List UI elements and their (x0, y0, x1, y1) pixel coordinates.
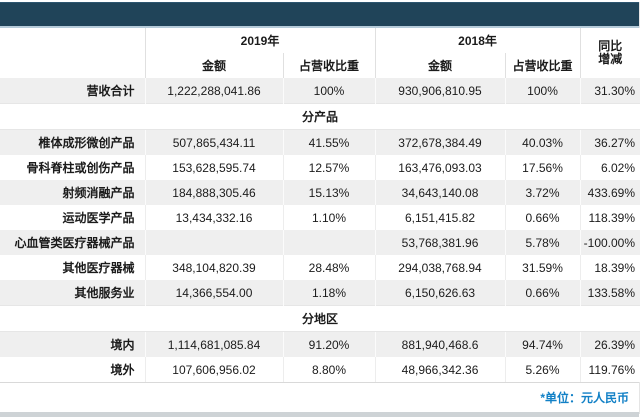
share-2018: 31.59% (504, 255, 581, 280)
row-label: 骨科脊柱或创伤产品 (0, 155, 145, 180)
header-year-2018: 2018年 (375, 28, 581, 53)
table-footer: *单位：元人民币 (0, 382, 639, 412)
section-row-by-product: 分产品 (0, 103, 640, 130)
row-label: 运动医学产品 (0, 205, 145, 230)
amount-2019: 1,222,288,041.86 (144, 78, 283, 104)
row-label: 境外 (0, 357, 145, 382)
share-2019: 41.55% (282, 129, 376, 155)
share-2018: 3.72% (504, 180, 581, 205)
header-share-2018: 占营收比重 (504, 53, 581, 78)
yoy-change: 433.69% (579, 180, 640, 205)
header-yoy-change: 同比 增减 (579, 28, 640, 78)
share-2018: 100% (504, 78, 581, 104)
row-label: 境内 (0, 331, 145, 357)
amount-2018: 881,940,468.6 (374, 331, 506, 357)
amount-2018: 34,643,140.08 (374, 180, 506, 205)
share-2019: 1.18% (282, 280, 376, 306)
share-2019 (282, 230, 376, 255)
share-2019: 1.10% (282, 205, 376, 230)
share-2018: 0.66% (504, 205, 581, 230)
yoy-change: 6.02% (579, 155, 640, 180)
yoy-change: 26.39% (579, 331, 640, 357)
row-label: 椎体成形微创产品 (0, 129, 145, 155)
table-row-cardiovascular: 心血管类医疗器械产品 53,768,381.96 5.78% -100.00% (0, 230, 640, 255)
amount-2019: 13,434,332.16 (144, 205, 283, 230)
yoy-change: 18.39% (579, 255, 640, 280)
table-row-revenue-total: 营收合计 1,222,288,041.86 100% 930,906,810.9… (0, 78, 640, 104)
amount-2018: 48,966,342.36 (374, 357, 506, 382)
header-row-measures: 金额 占营收比重 金额 占营收比重 (0, 53, 640, 78)
share-2019: 8.80% (282, 357, 376, 382)
header-yoy-line2: 增减 (598, 52, 623, 66)
share-2019: 15.13% (282, 180, 376, 205)
section-title: 分产品 (0, 103, 640, 130)
amount-2019: 184,888,305.46 (144, 180, 283, 205)
amount-2019: 507,865,434.11 (144, 129, 283, 155)
amount-2019: 107,606,956.02 (144, 357, 283, 382)
yoy-change: 118.39% (579, 205, 640, 230)
section-title: 分地区 (0, 305, 640, 332)
top-banner (0, 2, 639, 28)
section-row-by-region: 分地区 (0, 305, 640, 332)
row-label: 其他医疗器械 (0, 255, 145, 280)
amount-2019: 153,628,595.74 (144, 155, 283, 180)
table-row-sports-medicine: 运动医学产品 13,434,332.16 1.10% 6,151,415.82 … (0, 205, 640, 230)
share-2019: 100% (282, 78, 376, 104)
amount-2018: 53,768,381.96 (374, 230, 506, 255)
table-row-other-medical-devices: 其他医疗器械 348,104,820.39 28.48% 294,038,768… (0, 255, 640, 280)
yoy-change: 119.76% (579, 357, 640, 382)
unit-note: *单位：元人民币 (540, 391, 629, 405)
share-2018: 0.66% (504, 280, 581, 306)
share-2019: 91.20% (282, 331, 376, 357)
row-label: 射频消融产品 (0, 180, 145, 205)
share-2018: 5.26% (504, 357, 581, 382)
yoy-change: -100.00% (579, 230, 640, 255)
table-header: 2019年 2018年 同比 增减 金额 占营收比重 金额 占营收比重 (0, 28, 640, 78)
yoy-change: 31.30% (579, 78, 640, 104)
amount-2018: 163,476,093.03 (374, 155, 506, 180)
row-label: 其他服务业 (0, 280, 145, 306)
amount-2019: 348,104,820.39 (144, 255, 283, 280)
table-row-other-services: 其他服务业 14,366,554.00 1.18% 6,150,626.63 0… (0, 280, 640, 306)
yoy-change: 133.58% (579, 280, 640, 306)
header-yoy-line1: 同比 (598, 39, 623, 53)
share-2019: 12.57% (282, 155, 376, 180)
table-body: 营收合计 1,222,288,041.86 100% 930,906,810.9… (0, 78, 640, 382)
table-row-overseas: 境外 107,606,956.02 8.80% 48,966,342.36 5.… (0, 357, 640, 382)
amount-2018: 294,038,768.94 (374, 255, 506, 280)
amount-2018: 6,150,626.63 (374, 280, 506, 306)
table-row-domestic: 境内 1,114,681,085.84 91.20% 881,940,468.6… (0, 331, 640, 357)
header-amount-2019: 金额 (145, 53, 283, 78)
row-label: 心血管类医疗器械产品 (0, 230, 145, 255)
share-2018: 94.74% (504, 331, 581, 357)
amount-2019 (144, 230, 283, 255)
header-empty-cell (0, 28, 146, 78)
amount-2019: 1,114,681,085.84 (144, 331, 283, 357)
yoy-change: 36.27% (579, 129, 640, 155)
row-label: 营收合计 (0, 78, 145, 104)
header-year-2019: 2019年 (145, 28, 376, 53)
header-row-years: 2019年 2018年 同比 增减 (0, 28, 640, 78)
table-row-rf-ablation: 射频消融产品 184,888,305.46 15.13% 34,643,140.… (0, 180, 640, 205)
header-share-2019: 占营收比重 (282, 53, 376, 78)
header-amount-2018: 金额 (374, 53, 506, 78)
table-row-ortho-spine-trauma: 骨科脊柱或创伤产品 153,628,595.74 12.57% 163,476,… (0, 155, 640, 180)
share-2018: 40.03% (504, 129, 581, 155)
table-row-vertebroplasty: 椎体成形微创产品 507,865,434.11 41.55% 372,678,3… (0, 129, 640, 155)
share-2019: 28.48% (282, 255, 376, 280)
amount-2019: 14,366,554.00 (144, 280, 283, 306)
amount-2018: 930,906,810.95 (374, 78, 506, 104)
share-2018: 17.56% (504, 155, 581, 180)
bottom-strip (0, 412, 639, 417)
amount-2018: 6,151,415.82 (374, 205, 506, 230)
revenue-breakdown-table: 2019年 2018年 同比 增减 金额 占营收比重 金额 占营收比重 营收合计… (0, 28, 640, 382)
amount-2018: 372,678,384.49 (374, 129, 506, 155)
share-2018: 5.78% (504, 230, 581, 255)
